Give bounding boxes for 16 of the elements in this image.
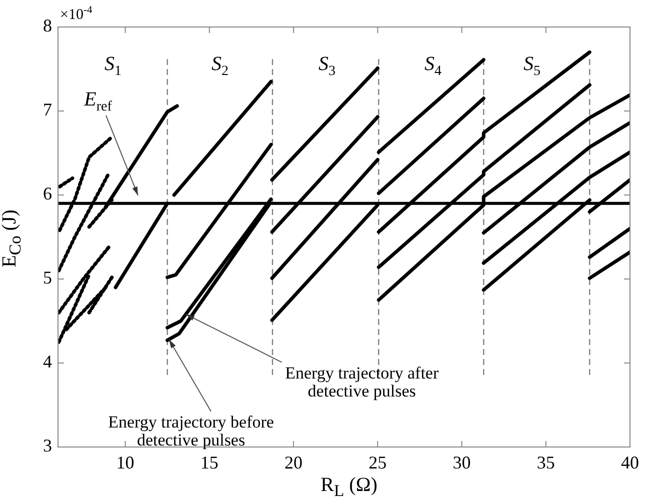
- x-tick-label: 15: [200, 452, 218, 473]
- x-tick-label: 20: [284, 452, 303, 473]
- annotation: Energy trajectory after detective pulses: [285, 363, 439, 400]
- x-tick-label: 10: [116, 452, 134, 473]
- x-tick-label: 35: [536, 452, 555, 473]
- y-tick-label: 4: [43, 352, 52, 372]
- x-tick-label: 40: [621, 452, 639, 473]
- y-tick-label: 7: [43, 100, 52, 120]
- y-tick-label: 6: [43, 184, 52, 204]
- x-axis-title: R$_{L}$ (Ω): [320, 474, 378, 501]
- y-tick-label: 8: [43, 16, 52, 36]
- x-tick-label: 25: [368, 452, 387, 473]
- x-tick-label: 30: [452, 452, 471, 473]
- y-tick-label: 3: [43, 436, 52, 456]
- annotation: Energy trajectory before detective pulses: [108, 412, 274, 450]
- y-tick-label: 5: [43, 268, 52, 288]
